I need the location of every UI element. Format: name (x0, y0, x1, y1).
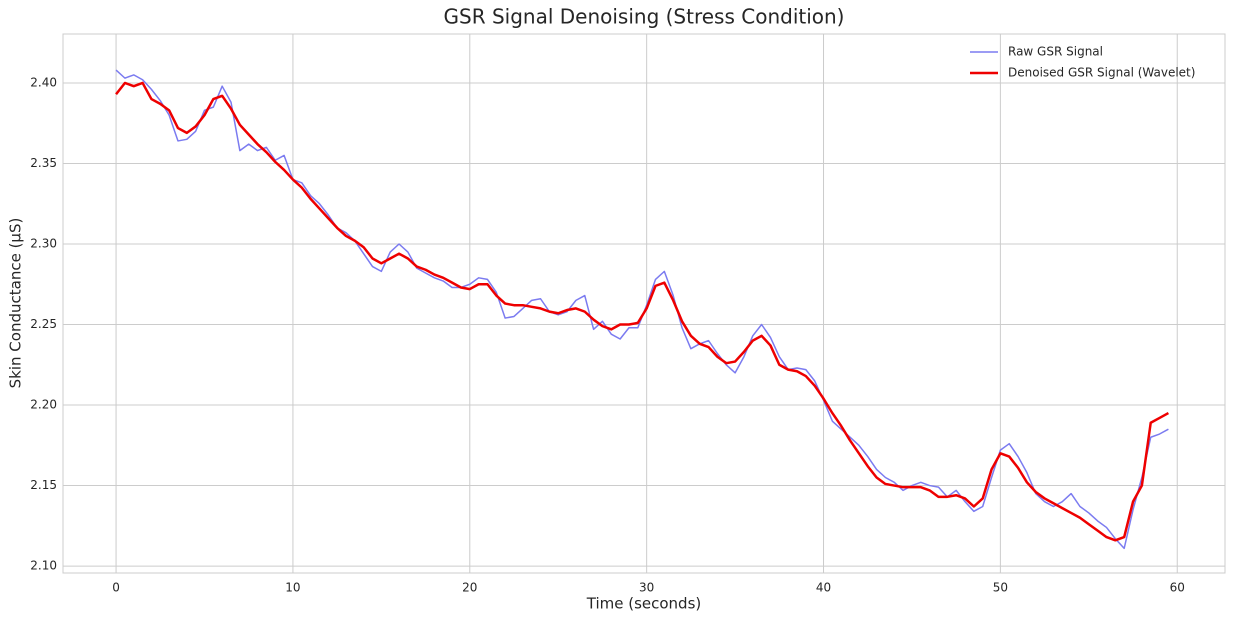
legend-label: Raw GSR Signal (1008, 45, 1103, 59)
chart-title: GSR Signal Denoising (Stress Condition) (444, 5, 845, 29)
data-line (115, 69, 1169, 550)
y-tick-label: 2.40 (30, 75, 57, 89)
x-tick-label: 20 (462, 581, 477, 595)
y-axis-label: Skin Conductance (µS) (7, 218, 25, 389)
y-tick-label: 2.20 (30, 398, 57, 412)
x-tick-label: 30 (639, 581, 654, 595)
data-line (115, 81, 1169, 542)
y-tick-label: 2.10 (30, 559, 57, 573)
y-tick-label: 2.25 (30, 317, 57, 331)
legend-label: Denoised GSR Signal (Wavelet) (1008, 66, 1195, 80)
x-tick-label: 60 (1170, 581, 1185, 595)
plot-frame (62, 33, 1226, 574)
y-tick-label: 2.35 (30, 156, 57, 170)
x-tick-label: 0 (112, 581, 120, 595)
y-tick-label: 2.30 (30, 236, 57, 250)
x-axis-label: Time (seconds) (586, 595, 702, 613)
x-tick-label: 50 (993, 581, 1008, 595)
x-tick-label: 10 (285, 581, 300, 595)
x-tick-label: 40 (816, 581, 831, 595)
y-tick-label: 2.15 (30, 478, 57, 492)
